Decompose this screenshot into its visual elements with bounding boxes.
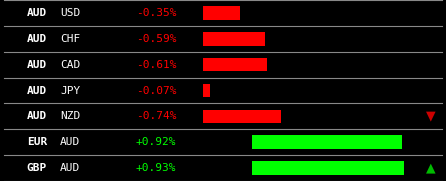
Bar: [252, 161, 404, 175]
Bar: [203, 58, 267, 71]
Text: -0.35%: -0.35%: [136, 8, 177, 18]
Text: AUD: AUD: [27, 111, 47, 121]
Text: NZD: NZD: [60, 111, 80, 121]
Text: AUD: AUD: [60, 137, 80, 147]
Text: -0.59%: -0.59%: [136, 34, 177, 44]
Text: EUR: EUR: [27, 137, 47, 147]
Text: JPY: JPY: [60, 85, 80, 96]
Text: AUD: AUD: [27, 60, 47, 70]
Text: +0.93%: +0.93%: [136, 163, 177, 173]
Text: GBP: GBP: [27, 163, 47, 173]
Text: USD: USD: [60, 8, 80, 18]
Text: CAD: CAD: [60, 60, 80, 70]
Text: -0.07%: -0.07%: [136, 85, 177, 96]
Text: +0.92%: +0.92%: [136, 137, 177, 147]
Text: -0.74%: -0.74%: [136, 111, 177, 121]
Text: -0.61%: -0.61%: [136, 60, 177, 70]
Text: AUD: AUD: [27, 85, 47, 96]
Text: ▼: ▼: [425, 110, 435, 123]
Text: CHF: CHF: [60, 34, 80, 44]
Bar: [203, 6, 240, 20]
Text: ▲: ▲: [425, 162, 435, 174]
Text: AUD: AUD: [27, 8, 47, 18]
Bar: [252, 136, 402, 149]
Bar: [203, 32, 265, 45]
Text: AUD: AUD: [60, 163, 80, 173]
Bar: [203, 110, 281, 123]
Text: AUD: AUD: [27, 34, 47, 44]
Bar: [203, 84, 211, 97]
